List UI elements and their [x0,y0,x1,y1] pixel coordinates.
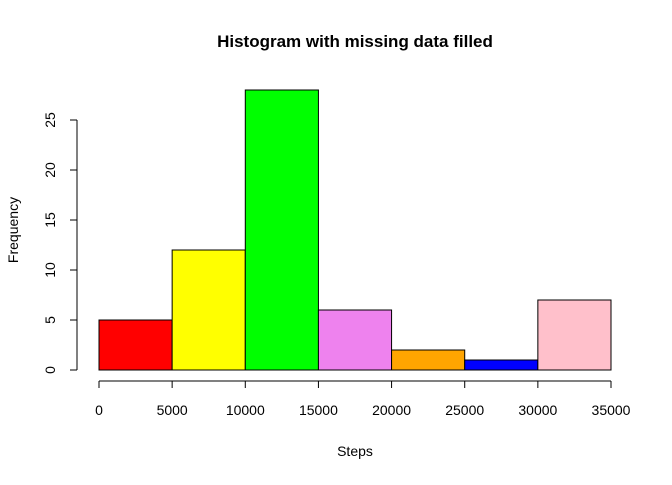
y-tick-label: 0 [42,366,58,374]
x-tick-label: 20000 [372,402,411,418]
x-tick-label: 25000 [445,402,484,418]
histogram-bar-0 [98,319,173,371]
histogram-bar-3 [317,309,393,371]
x-tick-label: 5000 [157,402,188,418]
x-tick-label: 30000 [518,402,557,418]
x-axis-label: Steps [337,443,373,459]
y-tick-label: 15 [42,212,58,228]
y-tick-label: 10 [42,262,58,278]
y-tick-label: 5 [42,316,58,324]
y-axis-label: Frequency [5,197,21,263]
chart-title: Histogram with missing data filled [217,32,493,51]
histogram-bar-2 [244,89,319,371]
x-tick-label: 35000 [592,402,631,418]
y-tick-label: 25 [42,112,58,128]
histogram-bar-5 [464,359,539,371]
x-tick-label: 0 [95,402,103,418]
x-tick-label: 10000 [226,402,265,418]
bars-group [98,89,612,371]
y-axis: 0 5 10 15 20 25 [42,112,78,374]
histogram-bar-4 [391,349,466,371]
x-tick-label: 15000 [299,402,338,418]
x-axis: 0 5000 10000 15000 20000 25000 30000 35000 [95,380,631,418]
histogram-bar-1 [171,249,246,371]
histogram-bar-6 [537,299,612,371]
y-tick-label: 20 [42,162,58,178]
